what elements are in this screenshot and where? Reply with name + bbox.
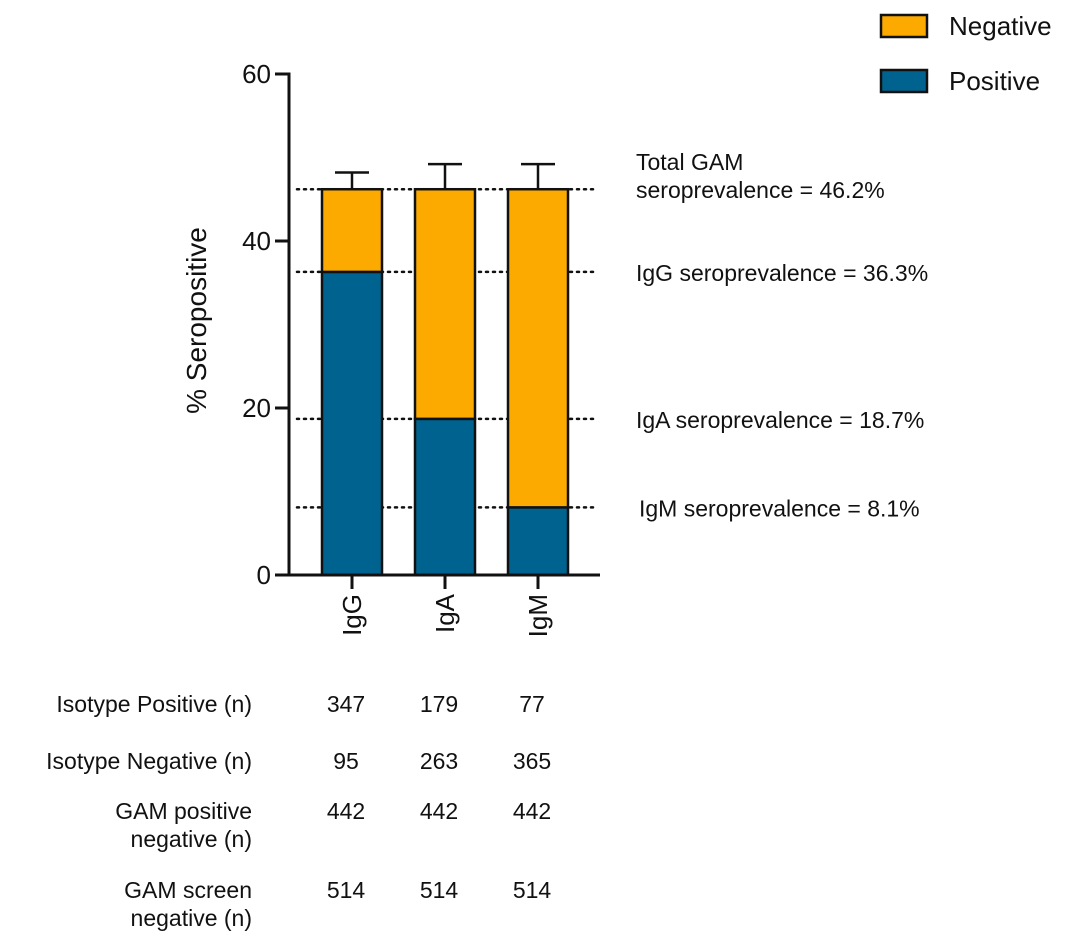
x-tick-label: IgG	[337, 594, 367, 636]
table-row-label: GAM positive negative (n)	[115, 798, 252, 852]
y-tick-label: 40	[242, 226, 271, 256]
legend-label: Positive	[949, 66, 1040, 96]
table-cell: 514	[419, 877, 459, 903]
bar-segment	[320, 187, 384, 274]
annotation: IgG seroprevalence = 36.3%	[636, 260, 928, 286]
x-tick-label: IgA	[430, 593, 460, 633]
table-cell: 179	[419, 691, 459, 717]
table-cell: 442	[326, 798, 366, 824]
annotation-line: IgA seroprevalence = 18.7%	[636, 407, 924, 433]
table-cell: 95	[333, 748, 359, 774]
annotation-line: Total GAM	[636, 149, 743, 175]
table-row-label: GAM screen negative (n)	[124, 877, 252, 931]
legend-swatch	[879, 68, 929, 94]
annotation: Total GAM seroprevalence = 46.2%	[636, 149, 885, 203]
annotation-line: IgM seroprevalence = 8.1%	[639, 495, 920, 521]
y-tick-label: 0	[257, 560, 271, 590]
bar-segment	[320, 270, 384, 577]
x-tick-label: IgM	[523, 594, 553, 637]
table-row-label: Isotype Negative (n)	[46, 748, 252, 774]
table-row-label: Isotype Positive (n)	[56, 691, 252, 717]
bar-segment	[506, 187, 570, 509]
table-cell: 365	[512, 748, 552, 774]
legend-label: Negative	[949, 11, 1052, 41]
table-cell: 77	[519, 691, 545, 717]
y-tick-label: 20	[242, 393, 271, 423]
table-cell: 514	[512, 877, 552, 903]
table-cell: 442	[419, 798, 459, 824]
table-cell: 263	[419, 748, 459, 774]
bar-segment	[506, 506, 570, 577]
legend-swatch	[879, 13, 929, 39]
table-cell: 347	[326, 691, 366, 717]
bar-segment	[413, 417, 477, 577]
annotation-line: IgG seroprevalence = 36.3%	[636, 260, 928, 286]
bar-segment	[413, 187, 477, 421]
table-cell: 442	[512, 798, 552, 824]
annotation-line: seroprevalence = 46.2%	[636, 177, 885, 203]
y-axis-title: % Seropositive	[181, 227, 212, 414]
y-tick-label: 60	[242, 59, 271, 89]
annotation: IgA seroprevalence = 18.7%	[636, 407, 924, 433]
table-cell: 514	[326, 877, 366, 903]
annotation: IgM seroprevalence = 8.1%	[639, 495, 920, 521]
